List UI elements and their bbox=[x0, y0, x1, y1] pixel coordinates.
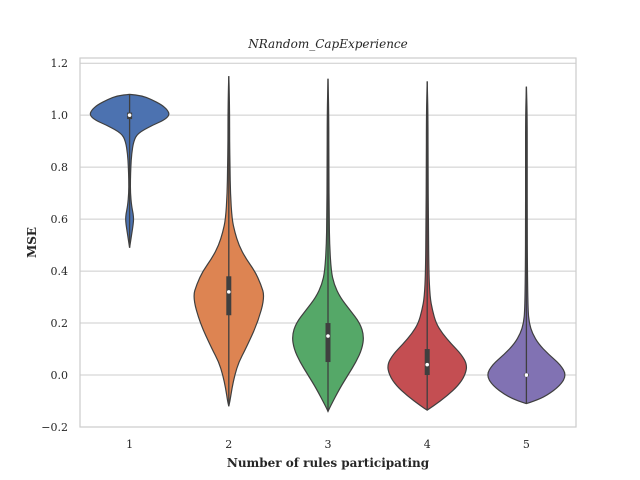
plot-frame bbox=[79, 57, 577, 428]
chart-title: NRandom_CapExperience bbox=[247, 37, 408, 51]
x-tick-label: 3 bbox=[325, 438, 332, 451]
y-tick-label: 0.0 bbox=[51, 369, 69, 382]
y-tick-label: 1.0 bbox=[51, 109, 69, 122]
violin-iqr-box bbox=[424, 349, 430, 376]
violin-median bbox=[227, 290, 231, 294]
x-tick-label: 2 bbox=[225, 438, 232, 451]
violin-median bbox=[425, 362, 430, 367]
x-tick-label: 1 bbox=[126, 438, 133, 451]
y-tick-label: 0.6 bbox=[51, 213, 69, 226]
violin-median bbox=[127, 113, 132, 117]
x-tick-label: 4 bbox=[424, 438, 431, 451]
x-tick-label: 5 bbox=[523, 438, 530, 451]
violin-iqr-box bbox=[226, 276, 232, 316]
violin-median bbox=[524, 373, 529, 377]
y-axis-label: MSE bbox=[25, 227, 39, 258]
y-tick-label: 0.2 bbox=[51, 317, 69, 330]
x-tick-labels: 1 2 3 4 5 bbox=[126, 438, 530, 451]
violins bbox=[89, 76, 566, 413]
violin-median bbox=[326, 334, 330, 338]
y-tick-label: −0.2 bbox=[41, 421, 68, 434]
y-tick-label: 0.8 bbox=[51, 161, 69, 174]
x-axis-label: Number of rules participating bbox=[227, 456, 430, 470]
y-tick-label: 0.4 bbox=[51, 265, 69, 278]
y-tick-labels: −0.2 0.0 0.2 0.4 0.6 0.8 1.0 1.2 bbox=[41, 57, 68, 434]
y-tick-label: 1.2 bbox=[51, 57, 69, 70]
violin-iqr-box bbox=[325, 323, 331, 363]
